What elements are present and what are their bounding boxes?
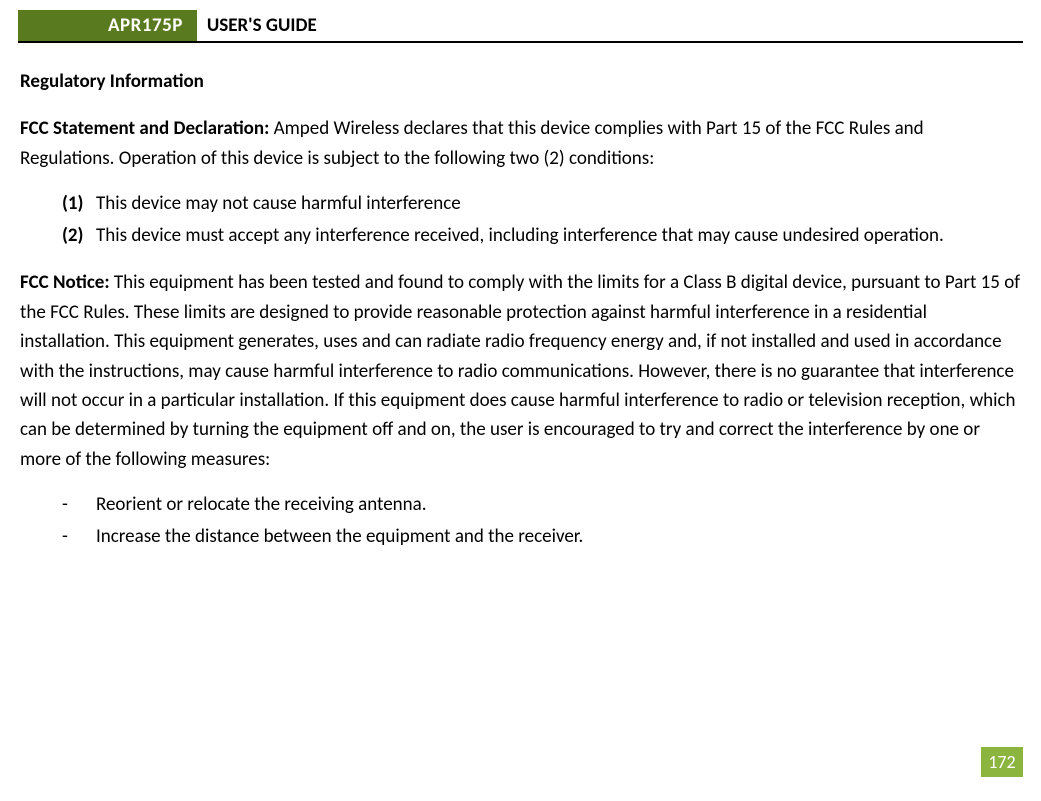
fcc-statement-label: FCC Statement and Declaration: (20, 117, 269, 140)
measures-list: - Reorient or relocate the receiving ant… (20, 490, 1021, 551)
list-item: - Increase the distance between the equi… (62, 522, 1021, 551)
fcc-notice-paragraph: FCC Notice: This equipment has been test… (20, 268, 1021, 474)
list-item: (2) This device must accept any interfer… (62, 221, 1021, 250)
guide-title: USER'S GUIDE (197, 10, 317, 41)
list-marker: (1) (62, 189, 83, 218)
list-item: (1) This device may not cause harmful in… (62, 189, 1021, 218)
fcc-statement-paragraph: FCC Statement and Declaration: Amped Wir… (20, 114, 1021, 173)
page-header: APR175P USER'S GUIDE (18, 10, 1023, 43)
conditions-list: (1) This device may not cause harmful in… (20, 189, 1021, 250)
fcc-notice-label: FCC Notice: (20, 271, 110, 294)
fcc-notice-text: This equipment has been tested and found… (20, 271, 1020, 471)
list-text: Reorient or relocate the receiving anten… (96, 493, 427, 516)
list-text: This device must accept any interference… (96, 224, 944, 247)
page-content: Regulatory Information FCC Statement and… (0, 43, 1041, 551)
list-text: Increase the distance between the equipm… (96, 525, 583, 548)
dash-marker: - (62, 490, 68, 519)
page-number-badge: 172 (981, 747, 1023, 777)
list-item: - Reorient or relocate the receiving ant… (62, 490, 1021, 519)
list-text: This device may not cause harmful interf… (96, 192, 461, 215)
section-heading: Regulatory Information (20, 67, 1021, 96)
product-badge: APR175P (18, 10, 197, 41)
list-marker: (2) (62, 221, 83, 250)
dash-marker: - (62, 522, 68, 551)
